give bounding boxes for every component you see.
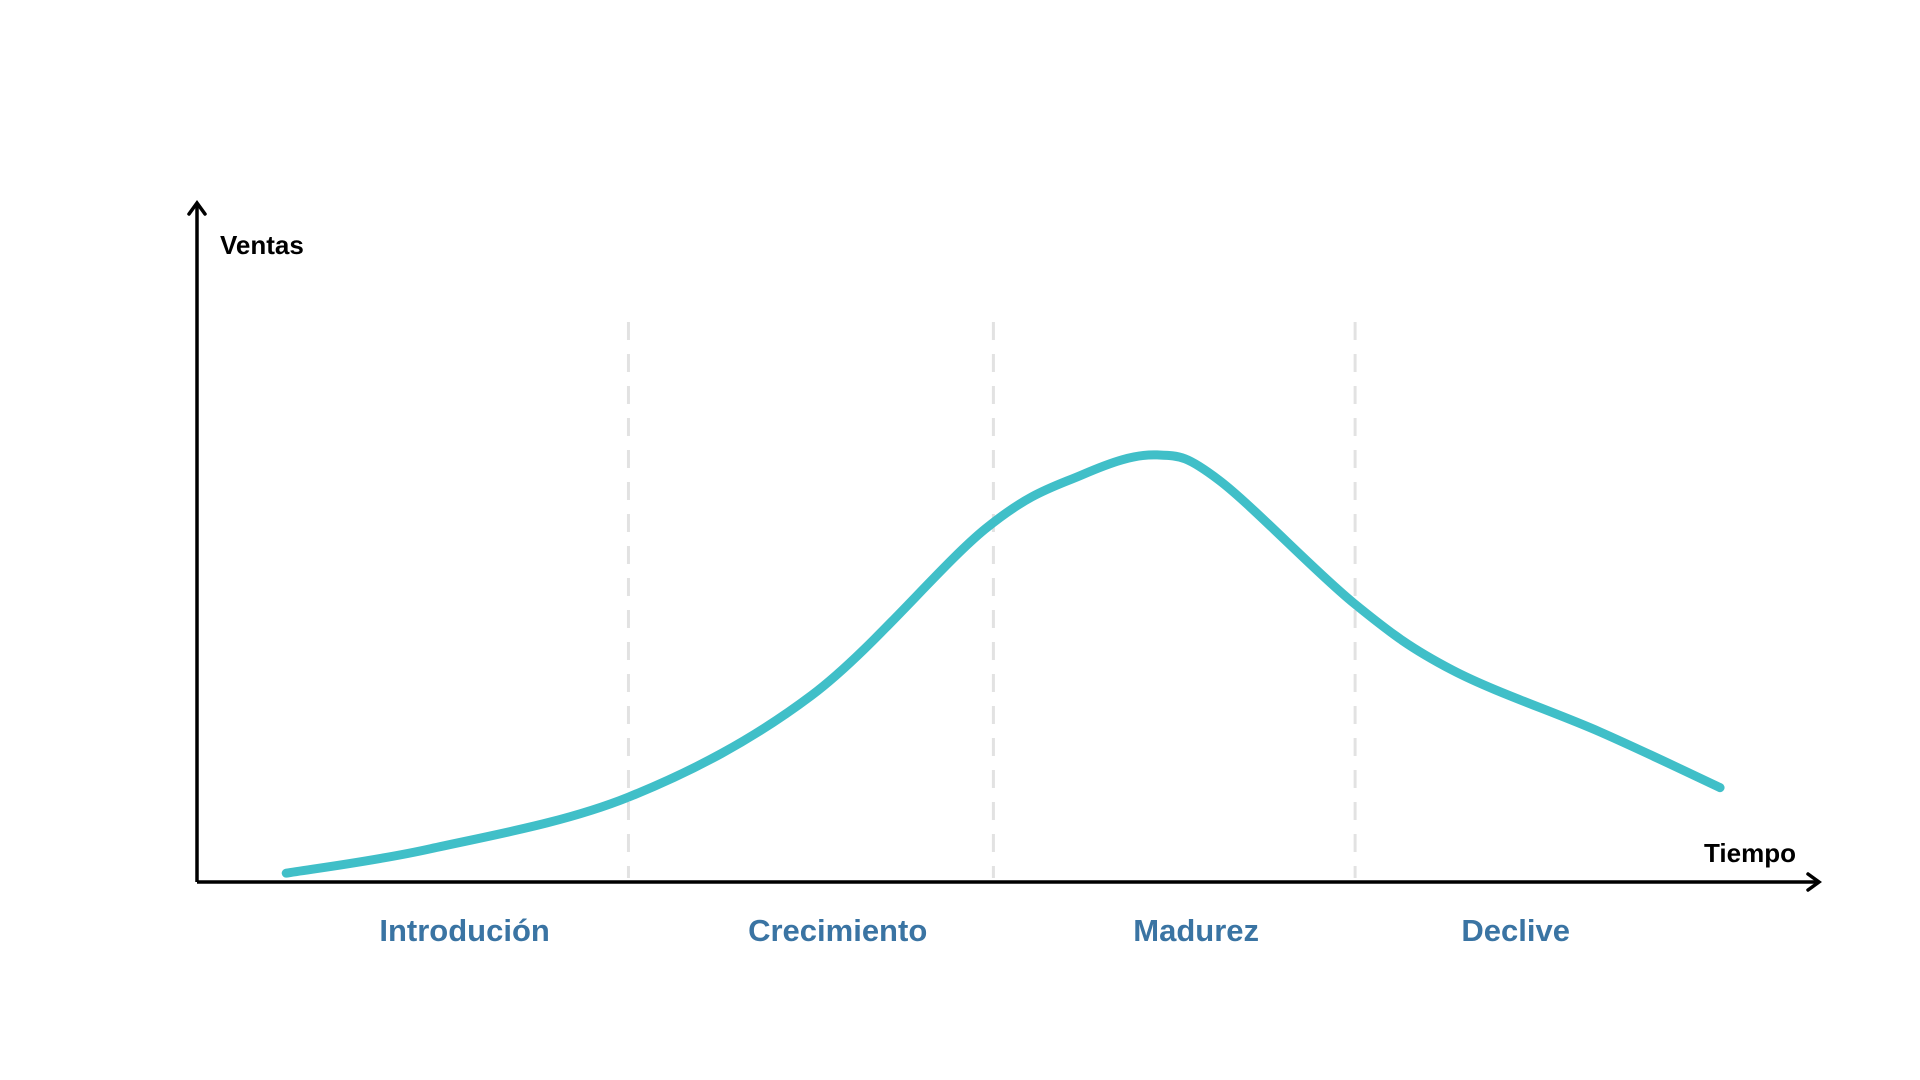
y-axis-arrow-icon	[187, 200, 207, 216]
y-axis-label: Ventas	[220, 230, 304, 260]
sales-curve	[281, 450, 1725, 878]
stage-label-1: Introdución	[379, 913, 549, 948]
stage-label-2: Crecimiento	[748, 913, 927, 948]
x-axis-label: Tiempo	[1704, 838, 1796, 868]
stage-label-4: Declive	[1461, 913, 1570, 948]
stage-label-3: Madurez	[1133, 913, 1259, 948]
x-axis-arrow-icon	[1806, 872, 1822, 892]
